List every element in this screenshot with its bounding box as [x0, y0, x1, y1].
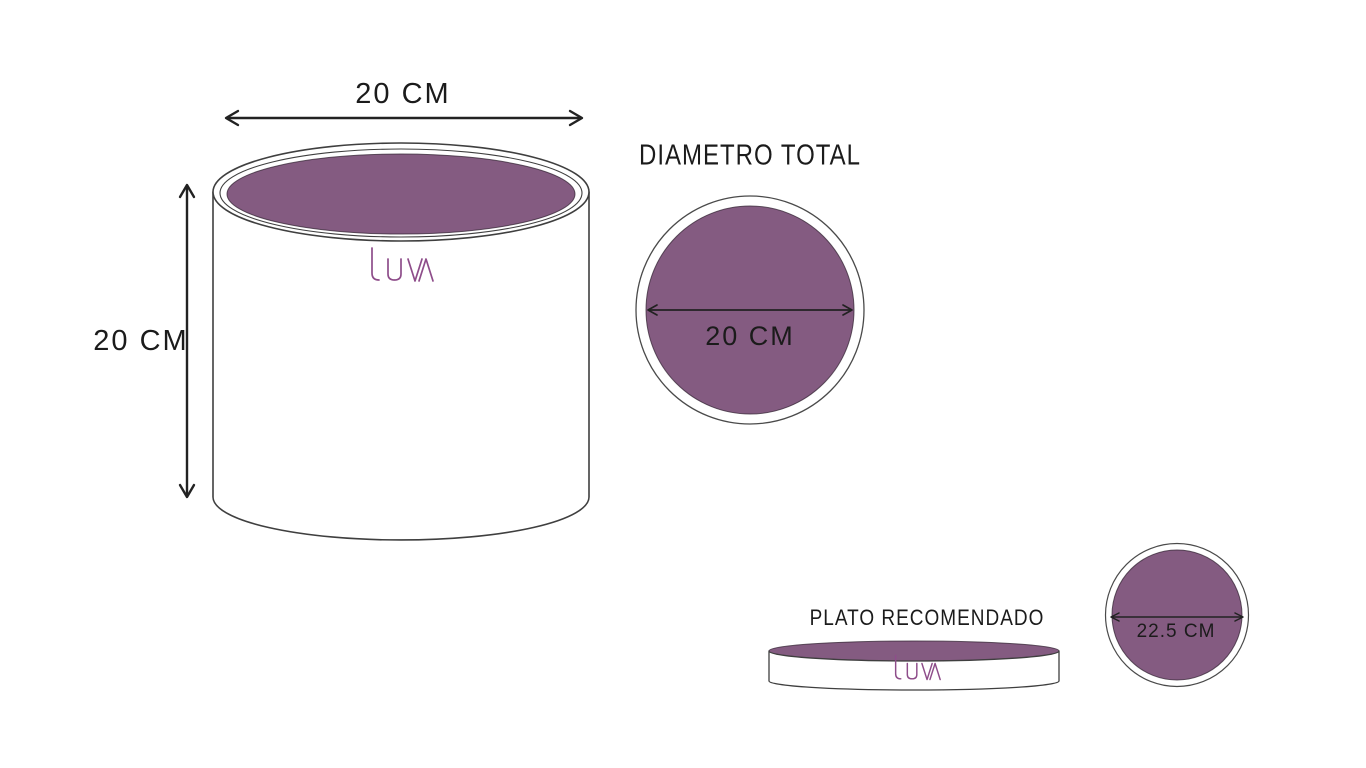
diameter-arrow — [647, 304, 853, 316]
diameter-circle — [635, 195, 865, 425]
cylinder-width-label: 20 CM — [355, 78, 451, 110]
plate-title: PLATO RECOMENDADO — [809, 606, 1045, 631]
luva-logo: LUVA — [894, 654, 941, 681]
plate-drawing: LUVA — [768, 640, 1060, 691]
cylinder-width-arrow — [224, 109, 584, 127]
plate-diameter-circle — [1104, 542, 1250, 688]
cylinder-height-arrow — [178, 183, 196, 499]
plate-diameter-value-label: 22.5 CM — [1136, 621, 1216, 642]
luva-logo: LUVA — [371, 247, 434, 282]
cylinder-drawing: LUVA — [212, 142, 590, 541]
cylinder-height-label: 20 CM — [93, 325, 189, 357]
diameter-title: DIAMETRO TOTAL — [638, 139, 862, 172]
diameter-value-label: 20 CM — [705, 321, 795, 351]
plate-diameter-arrow — [1110, 612, 1244, 622]
